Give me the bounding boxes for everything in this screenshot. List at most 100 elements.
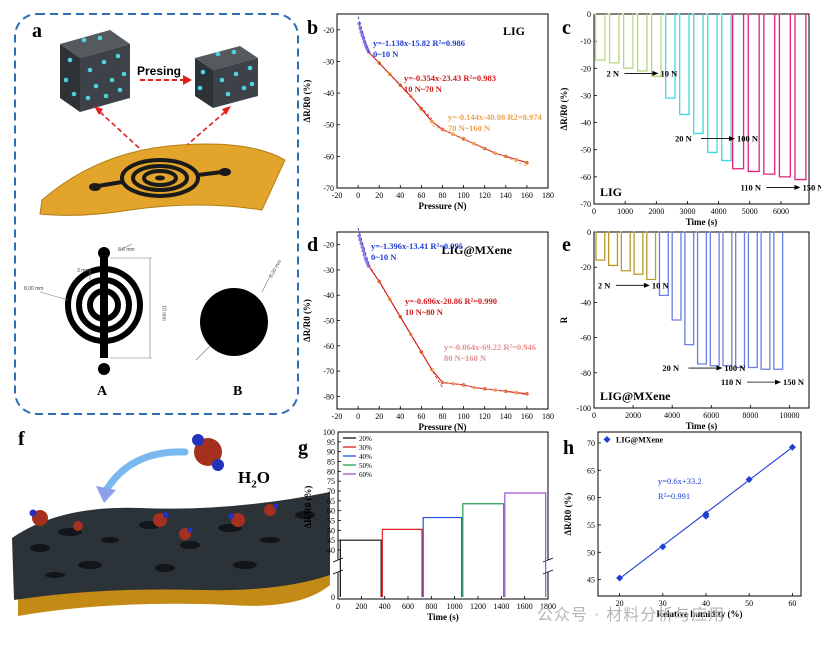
- chart-e-xtick-label: 10000: [779, 411, 799, 420]
- chart-b-ytick-label: -70: [323, 184, 334, 193]
- chart-d-point: [525, 392, 529, 396]
- watermark: 公众号 · 材料分析与应用: [537, 605, 726, 624]
- chart-d-fit-equation: y=-1.396x-13.41 R²=0.995: [371, 241, 463, 251]
- chart-g-ytick-label: 65: [327, 497, 335, 506]
- chart-h-fit-r2: R²=0.991: [658, 491, 690, 501]
- chart-d-fit-line: [442, 381, 527, 396]
- chart-g-xtick-label: 1400: [493, 602, 509, 611]
- chart-d-xtick-label: 80: [439, 412, 447, 421]
- chart-b-ylabel: ΔR/R0 (%): [302, 80, 312, 123]
- chart-c-pulse: [635, 13, 648, 72]
- panel-letter-c: c: [562, 17, 571, 39]
- chart-h-xtick-label: 30: [659, 599, 667, 608]
- chart-e-pulse: [683, 231, 695, 346]
- chart-e-pulse: [709, 231, 720, 367]
- chart-e-ytick-label: 0: [587, 228, 591, 237]
- porous-cube-left: [60, 30, 130, 112]
- chart-g-axis-break: [332, 557, 344, 563]
- chart-g-legend-label: 30%: [359, 444, 372, 452]
- panel-letter-b: b: [307, 17, 318, 39]
- chart-c-annotation-to: 150 N: [802, 182, 821, 192]
- chart-g-ytick-label: 100: [323, 428, 335, 437]
- chart-e-ylabel: R: [559, 316, 569, 323]
- chart-d-xtick-label: 120: [479, 412, 491, 421]
- chart-b-fit-line: [431, 124, 528, 167]
- chart-e-pulse: [632, 231, 644, 275]
- chart-g-ytick-label: 45: [327, 536, 335, 545]
- chart-h-xtick-label: 40: [702, 599, 710, 608]
- chart-g-ytick-label: 95: [327, 438, 335, 447]
- chart-e-annotation-to: 10 N: [652, 280, 670, 290]
- chart-g-ytick-label: 0: [331, 593, 335, 602]
- chart-c-frame: [593, 13, 810, 205]
- chart-h-ytick-label: 45: [587, 576, 595, 585]
- dim-label-2: 3 mm: [77, 268, 90, 274]
- chart-e-pulse: [734, 231, 746, 369]
- chart-g-xtick-label: 1200: [470, 602, 486, 611]
- chart-e-pulse: [759, 231, 771, 370]
- chart-e-pulse: [607, 231, 619, 267]
- chart-b-fit-range: 0~10 N: [373, 49, 399, 59]
- chart-c-ytick-label: -40: [580, 119, 591, 128]
- chart-c-pulse: [719, 13, 732, 162]
- pressing-label: Presing: [137, 64, 182, 78]
- chart-d-xtick-label: 100: [458, 412, 470, 421]
- chart-d-xtick-label: 60: [417, 412, 425, 421]
- chart-d-ylabel: ΔR/R0 (%): [302, 299, 312, 342]
- chart-c-ytick-label: -20: [580, 64, 591, 73]
- chart-d-point: [362, 252, 367, 257]
- chart-c-annotation-from: 20 N: [675, 134, 693, 144]
- sensor-on-substrate: [39, 143, 286, 216]
- chart-d-fit-range: 0~10 N: [371, 252, 397, 262]
- panel-letter-g: g: [298, 437, 308, 459]
- chart-d-point: [493, 388, 498, 392]
- chart-d-ytick-label: -60: [323, 342, 334, 351]
- chart-b-xtick-label: 100: [458, 191, 470, 200]
- chart-d-xtick-label: -20: [332, 412, 343, 421]
- chart-c-pulse: [607, 13, 620, 64]
- chart-g-ytick-label: 60: [327, 507, 335, 516]
- chart-h-frame: [597, 431, 802, 597]
- chart-b-xtick-label: 140: [500, 191, 512, 200]
- chart-b-ytick-label: -30: [323, 57, 334, 66]
- chart-g-ytick-label: 80: [327, 467, 335, 476]
- chart-b-title: LIG: [503, 24, 525, 38]
- chart-c-ytick-label: -10: [580, 37, 591, 46]
- chart-h-legend-swatch: [603, 436, 611, 443]
- pressing-arrowhead: [183, 75, 192, 85]
- chart-g-xlabel: Time (s): [427, 612, 459, 622]
- chart-e-xtick-label: 4000: [664, 411, 680, 420]
- chart-c-xtick-label: 3000: [679, 207, 695, 216]
- chart-g-xtick-label: 400: [379, 602, 391, 611]
- chart-e-xlabel: Time (s): [686, 421, 718, 431]
- chart-c-xlabel: Time (s): [686, 217, 718, 227]
- chart-c-xtick-label: 4000: [711, 207, 727, 216]
- chart-d-xtick-label: 40: [396, 412, 404, 421]
- chart-g-legend-label: 60%: [359, 471, 372, 479]
- chart-c-annotation-to: 10 N: [660, 68, 678, 78]
- chart-b-ytick-label: -50: [323, 121, 334, 130]
- chart-c-xtick-label: 0: [592, 207, 596, 216]
- chart-c-pulse: [621, 13, 634, 69]
- chart-b-xtick-label: -20: [332, 191, 343, 200]
- chart-b-xtick-label: 180: [542, 191, 554, 200]
- chart-d-ytick-label: -80: [323, 392, 334, 401]
- chart-b-fit-line: [357, 16, 370, 53]
- chart-c-pulse: [761, 13, 776, 175]
- chart-d-point: [472, 385, 476, 390]
- chart-c-title: LIG: [600, 185, 622, 199]
- chart-g-ytick-label: 75: [327, 477, 335, 486]
- chart-g-series-line: [462, 503, 505, 597]
- chart-d-xtick-label: 160: [521, 412, 533, 421]
- chart-c-ylabel: ΔR/R0 (%): [559, 88, 569, 131]
- chart-b-point: [525, 160, 529, 165]
- chart-h-ytick-label: 55: [587, 521, 595, 530]
- chart-e-ytick-label: -60: [580, 334, 591, 343]
- chart-d-ytick-label: -30: [323, 266, 334, 275]
- chart-h-ylabel: ΔR/R0 (%): [563, 493, 573, 536]
- chart-b-point: [361, 36, 366, 41]
- chart-d-ytick-label: -40: [323, 291, 334, 300]
- chart-c-pulse: [593, 13, 606, 61]
- chart-d-fit-line: [357, 227, 370, 264]
